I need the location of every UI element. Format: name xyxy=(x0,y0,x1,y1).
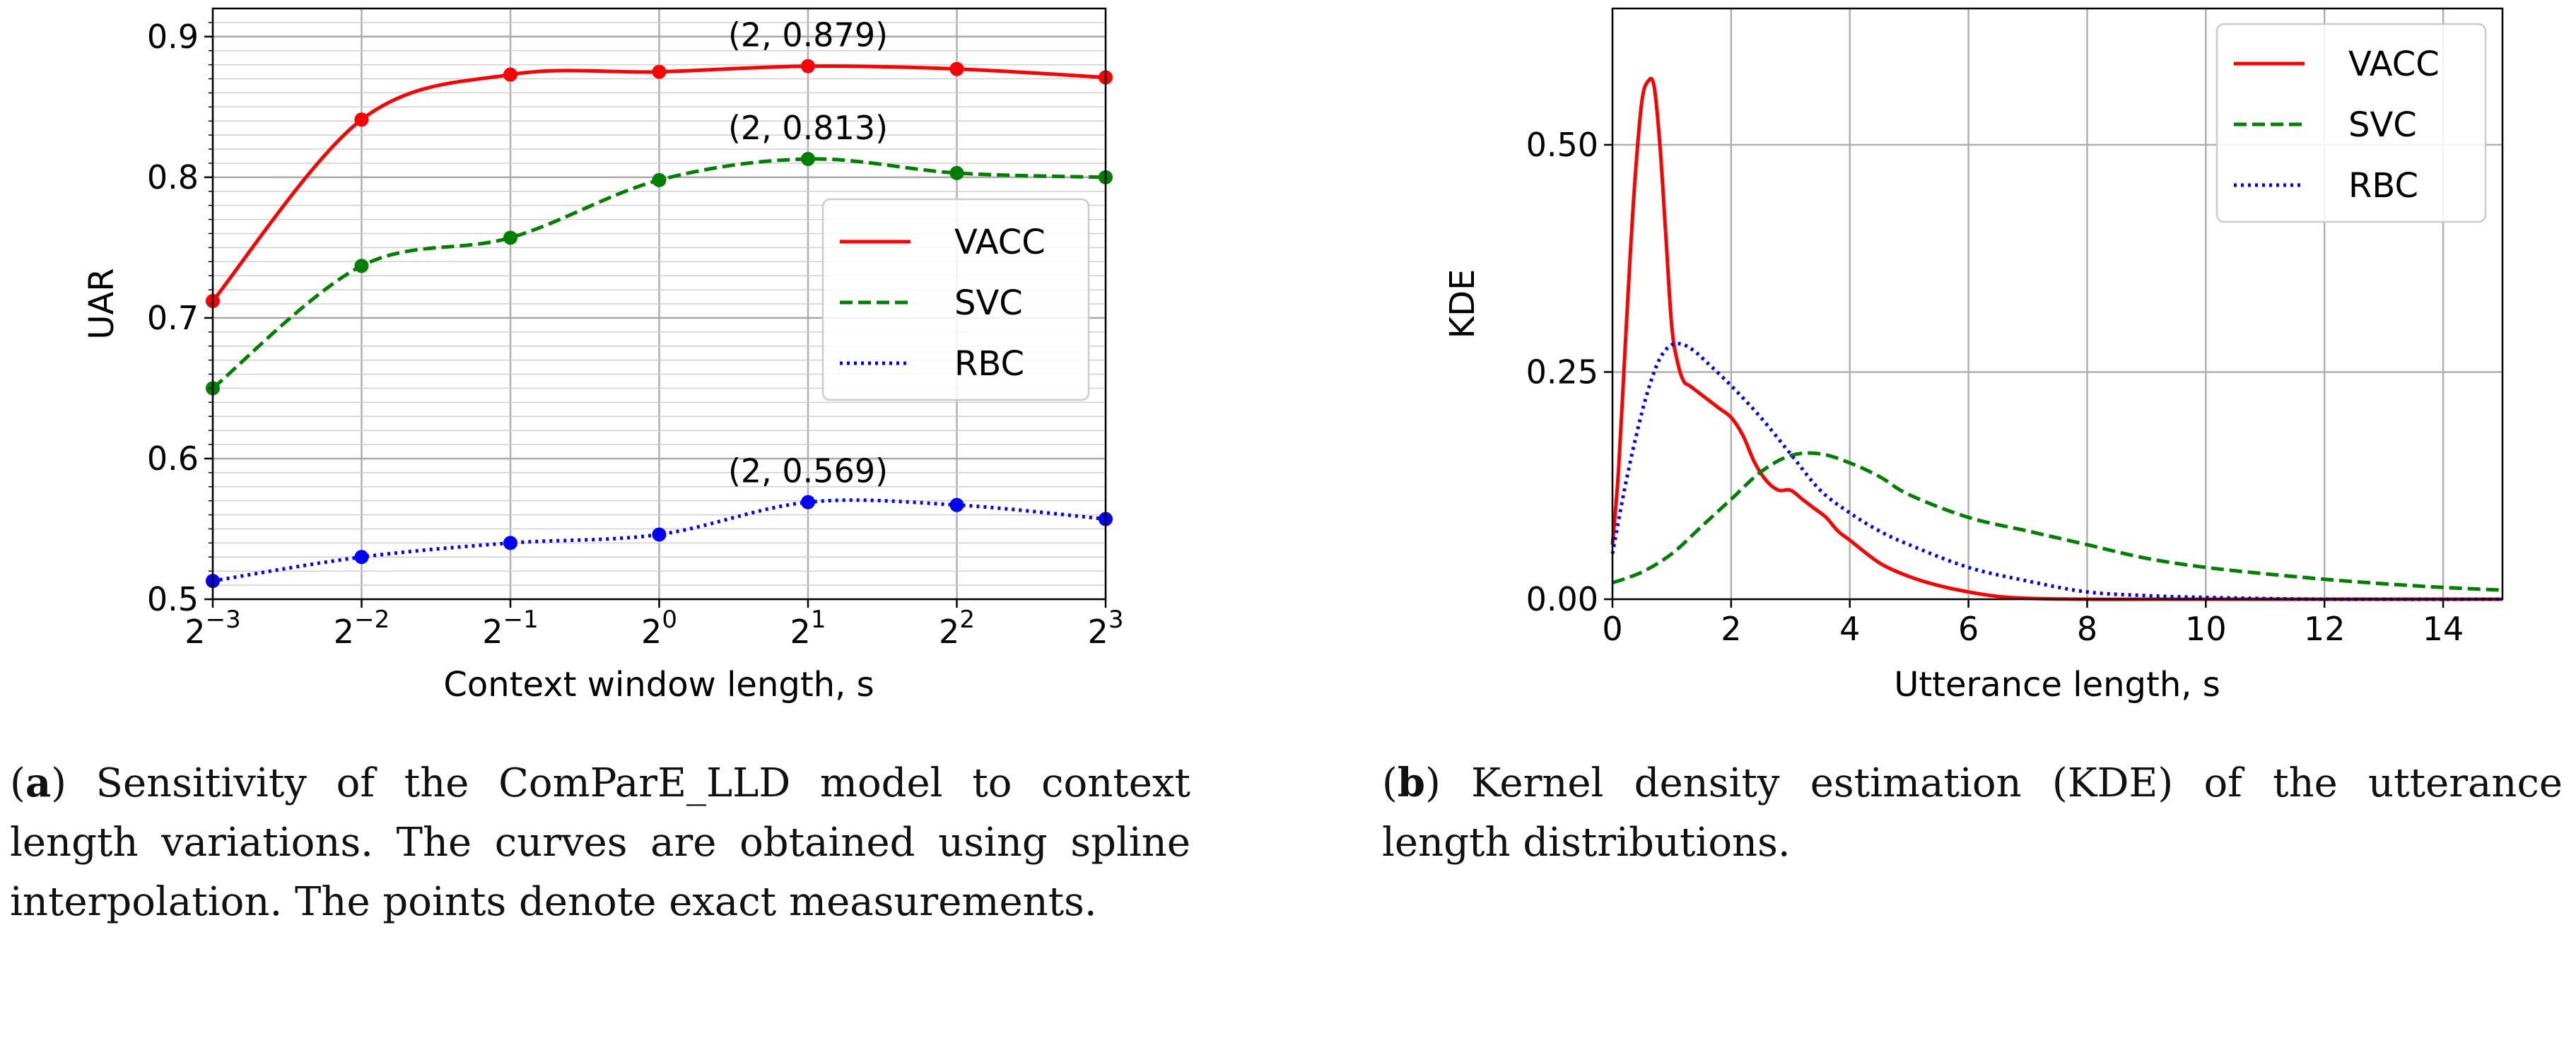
chart-b-y-label: KDE xyxy=(1443,269,1482,339)
x-tick-label: 8 xyxy=(2077,610,2097,648)
x-tick-label: 14 xyxy=(2423,610,2464,648)
point-rbc-5 xyxy=(949,497,964,512)
y-tick-label: 0.7 xyxy=(147,299,199,337)
legend-box xyxy=(2215,23,2487,223)
point-vacc-4 xyxy=(801,59,815,73)
legend-label-svc: SVC xyxy=(2348,105,2417,145)
point-svc-3 xyxy=(652,172,667,187)
chart-a-x-label: Context window length, s xyxy=(443,665,874,705)
legend-box xyxy=(821,198,1090,401)
chart-a-y-label: UAR xyxy=(82,268,122,339)
kde-utterance-chart: 0.00 0.25 0.50 0 2 4 6 8 10 12 14 Utterance length… xyxy=(1443,7,2504,705)
series-svc-line xyxy=(1612,451,2503,592)
x-tick-label: 2−3 xyxy=(185,606,240,651)
y-tick-label: 0.5 xyxy=(147,580,199,618)
caption-b-line-2: utterance length distributions. xyxy=(1382,760,2563,866)
x-tick-label: 2−2 xyxy=(334,606,390,651)
x-tick-label: 20 xyxy=(641,606,677,651)
chart-b-ticks: 0.00 0.25 0.50 0 2 4 6 8 10 12 14 xyxy=(1526,126,2464,648)
point-svc-4 xyxy=(801,151,815,166)
caption-a-label: a xyxy=(25,760,52,806)
annotation-rbc: (2, 0.569) xyxy=(728,452,888,490)
chart-a-ticks: 0.5 0.6 0.7 0.8 0.9 2−3 2−2 2−1 20 21 22 23 xyxy=(147,18,1124,651)
chart-b-series xyxy=(1610,76,2503,601)
chart-a-markers xyxy=(206,59,1113,589)
x-tick-label: 22 xyxy=(939,606,975,651)
point-svc-1 xyxy=(354,259,369,273)
y-tick-label: 0.6 xyxy=(147,440,199,478)
point-vacc-3 xyxy=(652,64,667,79)
annotation-svc: (2, 0.813) xyxy=(728,109,888,147)
chart-b-frame xyxy=(1611,7,2504,601)
legend-label-rbc: RBC xyxy=(954,344,1024,384)
caption-a-line-1: Sensitivity of the ComParE_LLD model to xyxy=(95,760,1012,806)
y-tick-label: 0.9 xyxy=(147,18,199,56)
point-svc-5 xyxy=(949,165,964,180)
y-tick-label: 0.25 xyxy=(1526,353,1598,391)
annotation-vacc: (2, 0.879) xyxy=(728,16,888,54)
caption-b: (b) Kernel density estimation (KDE) of t… xyxy=(1382,760,2563,866)
uar-context-chart: (2, 0.879) (2, 0.813) (2, 0.569) 0.5 0.6 0.7… xyxy=(82,7,1124,705)
point-vacc-2 xyxy=(503,67,517,82)
chart-b-legend: VACC SVC RBC xyxy=(2215,23,2487,223)
chart-a-annotations: (2, 0.879) (2, 0.813) (2, 0.569) xyxy=(728,16,888,490)
legend-label-vacc: VACC xyxy=(954,223,1046,262)
caption-a-line-4: measurements. xyxy=(789,879,1097,925)
x-tick-label: 12 xyxy=(2304,610,2346,648)
point-rbc-1 xyxy=(354,550,369,565)
x-tick-label: 21 xyxy=(790,606,826,651)
x-tick-label: 23 xyxy=(1088,606,1124,651)
x-tick-label: 2−1 xyxy=(482,606,538,651)
caption-a-line-2: context length variations. The curves ar… xyxy=(10,760,1190,866)
x-tick-label: 4 xyxy=(1839,610,1860,648)
caption-a-line-3: using spline interpolation. The points d… xyxy=(10,820,1190,925)
legend-label-svc: SVC xyxy=(954,283,1023,323)
caption-a: (a) Sensitivity of the ComParE_LLD model… xyxy=(10,760,1190,925)
y-tick-label: 0.8 xyxy=(147,158,199,196)
point-rbc-4 xyxy=(801,495,815,509)
caption-b-label: b xyxy=(1397,760,1426,806)
point-svc-2 xyxy=(503,230,517,245)
point-rbc-2 xyxy=(503,536,517,550)
x-tick-label: 6 xyxy=(1958,610,1979,648)
x-tick-label: 0 xyxy=(1602,610,1622,648)
point-vacc-5 xyxy=(949,61,964,76)
legend-label-vacc: VACC xyxy=(2348,45,2440,84)
point-vacc-1 xyxy=(354,112,369,127)
series-vacc-line xyxy=(1610,76,2502,601)
caption-b-line-1: Kernel density estimation (KDE) of the xyxy=(1471,760,2338,806)
x-tick-label: 10 xyxy=(2185,610,2227,648)
y-tick-label: 0.50 xyxy=(1526,126,1598,164)
legend-label-rbc: RBC xyxy=(2348,166,2418,206)
chart-b-x-label: Utterance length, s xyxy=(1894,665,2220,705)
point-rbc-3 xyxy=(652,527,667,542)
y-tick-label: 0.00 xyxy=(1526,580,1598,618)
chart-a-legend: VACC SVC RBC xyxy=(821,198,1090,401)
x-tick-label: 2 xyxy=(1721,610,1741,648)
